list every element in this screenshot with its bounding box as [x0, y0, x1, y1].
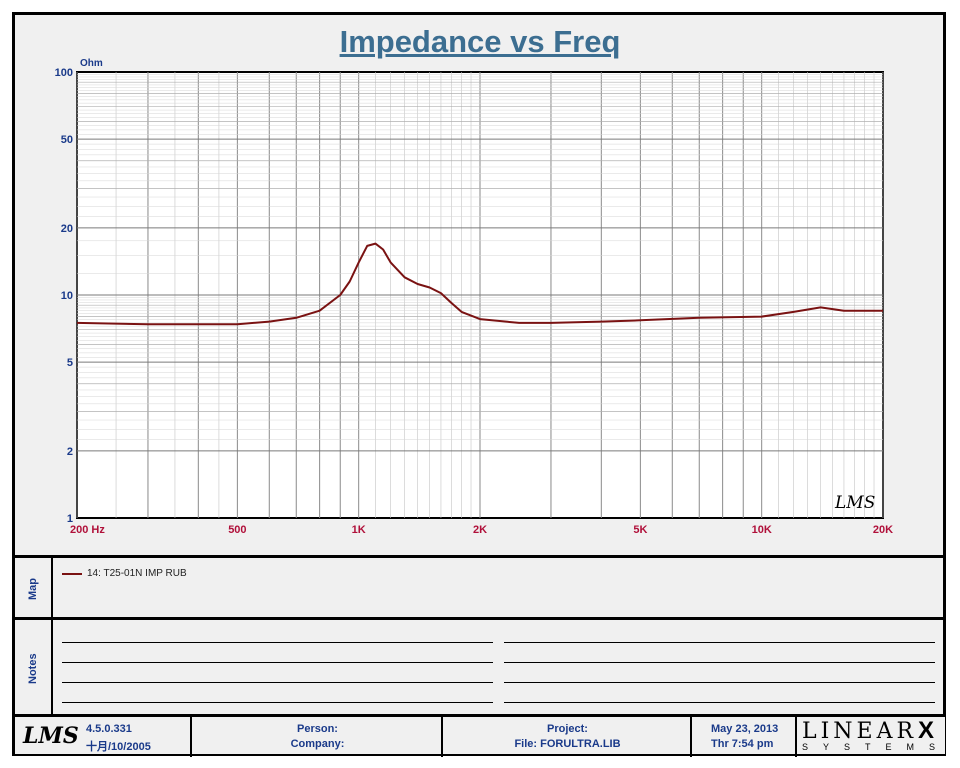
file-label: File: FORULTRA.LIB: [514, 738, 621, 750]
y-tick-label: 5: [67, 357, 73, 369]
x-tick-label: 5K: [633, 524, 647, 536]
project-label: Project:: [547, 723, 588, 735]
time-text: Thr 7:54 pm: [711, 738, 774, 750]
brand-sub: SYSTEMS: [802, 742, 942, 752]
lms-watermark: LMS: [834, 493, 875, 513]
x-tick-label: 20K: [873, 524, 893, 536]
y-tick-label: 2: [67, 446, 73, 458]
person-label: Person:: [297, 723, 338, 735]
linearx-logo: LINEAR X SYSTEMS: [800, 717, 942, 758]
x-tick-label: 500: [228, 524, 246, 536]
footer-bar: LMS 4.5.0.331 十月/10/2005 Person: Company…: [15, 714, 945, 757]
note-line: [504, 642, 935, 643]
x-tick-label: 200 Hz: [70, 524, 105, 536]
map-label-cell: [15, 558, 53, 618]
y-tick-label: 1: [67, 513, 73, 525]
build-date-text: 十月/10/2005: [86, 741, 151, 753]
notes-label: Notes: [27, 653, 39, 684]
chart-title: Impedance vs Freq: [339, 24, 621, 59]
series-line-impedance: [76, 242, 883, 326]
legend-swatch: [62, 573, 82, 575]
notes-section: [15, 617, 945, 716]
x-tick-label: 1K: [352, 524, 366, 536]
brand-main: LINEAR: [802, 719, 917, 744]
footer-person-cell: Person: Company:: [192, 717, 443, 757]
map-label: Map: [27, 578, 39, 600]
notes-label-cell: [15, 620, 53, 714]
y-tick-label: 100: [55, 67, 73, 79]
note-line: [62, 702, 493, 703]
brand-x: X: [918, 717, 934, 744]
note-line: [62, 682, 493, 683]
x-tick-label: 10K: [752, 524, 772, 536]
note-line: [504, 702, 935, 703]
version-text: 4.5.0.331: [86, 723, 132, 735]
grid: [76, 72, 884, 518]
note-line: [504, 662, 935, 663]
legend-entry: 14: T25-01N IMP RUB: [87, 568, 187, 579]
footer-date-cell: May 23, 2013 Thr 7:54 pm: [692, 717, 797, 757]
footer-version-cell: LMS 4.5.0.331 十月/10/2005: [15, 717, 192, 757]
x-tick-label: 2K: [473, 524, 487, 536]
lms-logo: LMS: [23, 723, 79, 749]
y-tick-label: 20: [61, 223, 73, 235]
y-axis-label: Ohm: [80, 58, 103, 69]
y-tick-label: 50: [61, 134, 73, 146]
note-line: [62, 642, 493, 643]
note-line: [504, 682, 935, 683]
footer-project-cell: Project: File: FORULTRA.LIB: [443, 717, 692, 757]
date-text: May 23, 2013: [711, 723, 779, 735]
map-section: [15, 555, 945, 618]
company-label: Company:: [290, 738, 345, 750]
note-line: [62, 662, 493, 663]
y-tick-label: 10: [61, 290, 73, 302]
